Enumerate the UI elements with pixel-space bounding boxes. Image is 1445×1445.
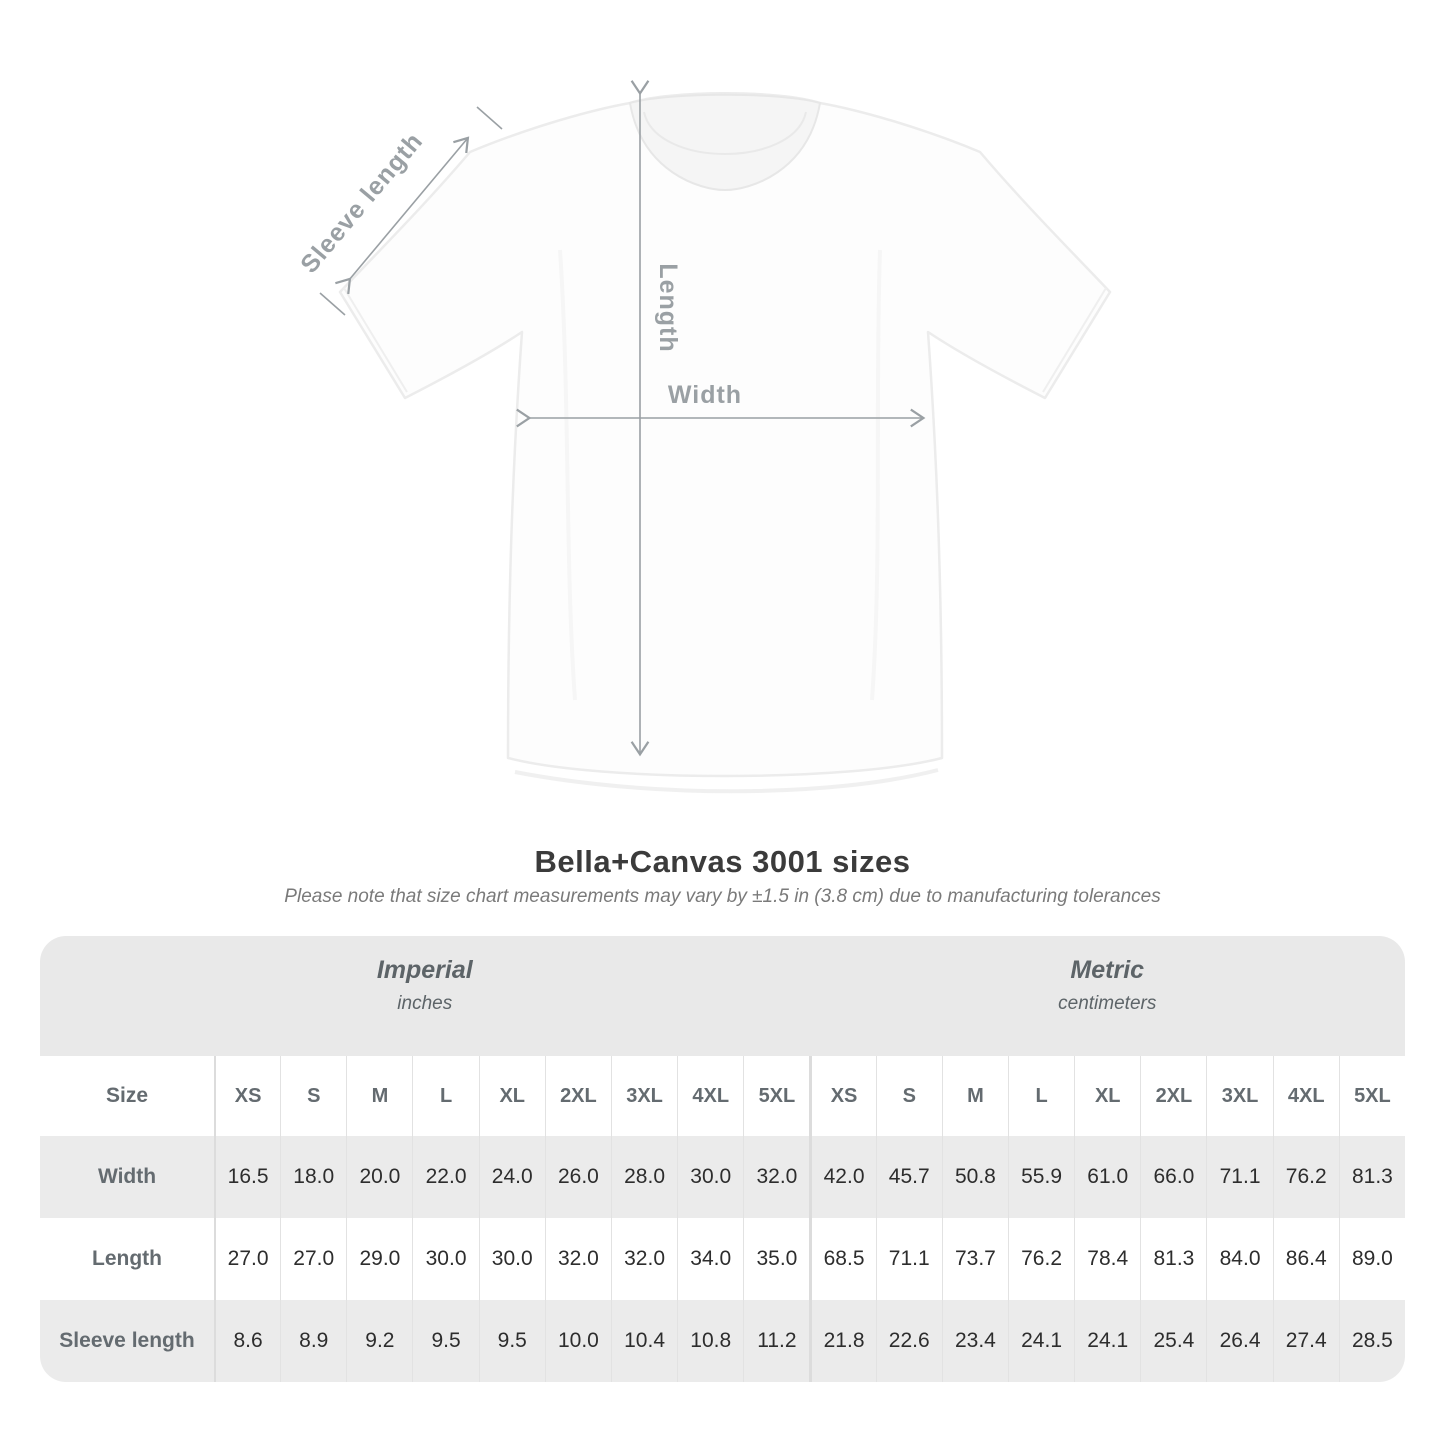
row-width-metric-cell: 50.8 — [941, 1136, 1008, 1218]
size-header-row-imperial-cell: 4XL — [677, 1056, 743, 1136]
row-sleeve-length-imperial-cell: 9.5 — [412, 1300, 478, 1382]
row-length-imperial-cell: 30.0 — [478, 1218, 545, 1300]
row-sleeve-length-label: Sleeve length — [59, 1329, 195, 1352]
sleeve-length-arrow — [319, 106, 503, 316]
imperial-group-unit: inches — [397, 993, 453, 1014]
row-length-imperial-cell: 27.0 — [280, 1218, 346, 1300]
row-length-imperial-cell: 32.0 — [544, 1218, 611, 1300]
row-width-imperial-cell: 30.0 — [677, 1136, 743, 1218]
row-sleeve-length-imperial-cell: 8.6 — [214, 1300, 280, 1382]
size-header-row: Size XS S M L XL 2XL 3XL 4XL 5XL XS S M L XL 2XL 3XL 4XL 5… — [40, 1056, 1405, 1136]
row-width-imperial-cell: 20.0 — [346, 1136, 412, 1218]
row-sleeve-length-metric-cell: 23.4 — [941, 1300, 1008, 1382]
page-title: Bella+Canvas 3001 sizes — [534, 844, 911, 879]
size-header-row-imperial-cell: L — [412, 1056, 478, 1136]
row-sleeve-length-metric-cell: 21.8 — [809, 1300, 875, 1382]
row-width-metric-cell: 61.0 — [1074, 1136, 1140, 1218]
row-length-metric-cell: 89.0 — [1338, 1218, 1405, 1300]
row-length-label: Length — [92, 1247, 162, 1270]
table-rows: Size XS S M L XL 2XL 3XL 4XL 5XL XS S M L XL 2XL 3XL 4XL 5… — [40, 1056, 1405, 1382]
metric-group-name: Metric — [1070, 956, 1145, 984]
row-width-imperial-cell: 16.5 — [214, 1136, 280, 1218]
row-length-imperial-cell: 29.0 — [346, 1218, 412, 1300]
row-sleeve-length: Sleeve length 8.6 8.9 9.2 9.5 9.5 10.0 10.4 10.8… — [40, 1300, 1405, 1382]
row-sleeve-length-metric-cell: 28.5 — [1338, 1300, 1405, 1382]
row-sleeve-length-imperial-cell: 10.4 — [610, 1300, 677, 1382]
size-header-row-metric-cell: XL — [1074, 1056, 1140, 1136]
size-header-row-metric-cell: 5XL — [1338, 1056, 1405, 1136]
row-length-metric-cell: 68.5 — [809, 1218, 875, 1300]
row-width: Width 16.5 18.0 20.0 22.0 24.0 26.0 28.0 30.0 32.… — [40, 1136, 1405, 1218]
row-width-metric-cell: 81.3 — [1338, 1136, 1405, 1218]
row-sleeve-length-metric-cell: 24.1 — [1074, 1300, 1140, 1382]
row-length-metric-cell: 84.0 — [1206, 1218, 1272, 1300]
metric-group-header: Metric centimeters — [810, 936, 1406, 1056]
row-sleeve-length-imperial-cell: 10.0 — [544, 1300, 611, 1382]
imperial-group-header: Imperial inches — [40, 936, 810, 1056]
row-sleeve-length-imperial-cell: 11.2 — [743, 1300, 809, 1382]
size-header-row-metric-cell: 2XL — [1140, 1056, 1206, 1136]
row-sleeve-length-metric-cell: 27.4 — [1272, 1300, 1339, 1382]
row-length-metric-cell: 71.1 — [875, 1218, 942, 1300]
row-width-metric-cell: 76.2 — [1272, 1136, 1339, 1218]
tshirt-graphic — [338, 92, 1112, 794]
unit-band: Imperial inches Metric centimeters — [40, 936, 1405, 1056]
row-length-metric-cell: 78.4 — [1074, 1218, 1140, 1300]
page-subtitle: Please note that size chart measurements… — [284, 886, 1161, 907]
size-header-row-metric-cell: M — [941, 1056, 1008, 1136]
row-sleeve-length-imperial-cell: 10.8 — [677, 1300, 743, 1382]
row-width-metric-cell: 55.9 — [1007, 1136, 1074, 1218]
row-length-imperial-cell: 27.0 — [214, 1218, 280, 1300]
size-header-row-metric-cell: 3XL — [1206, 1056, 1272, 1136]
row-length-metric-cell: 76.2 — [1007, 1218, 1074, 1300]
row-width-metric-cell: 71.1 — [1206, 1136, 1272, 1218]
row-width-label: Width — [97, 1165, 157, 1188]
row-length-metric-cell: 86.4 — [1272, 1218, 1339, 1300]
row-length-metric-cell: 73.7 — [941, 1218, 1008, 1300]
row-length-imperial-cell: 35.0 — [743, 1218, 809, 1300]
size-header-row-label: Size — [105, 1084, 149, 1107]
row-sleeve-length-imperial-cell: 8.9 — [280, 1300, 346, 1382]
row-sleeve-length-metric-cell: 24.1 — [1007, 1300, 1074, 1382]
row-sleeve-length-imperial-cell: 9.5 — [478, 1300, 545, 1382]
row-sleeve-length-metric-cell: 26.4 — [1206, 1300, 1272, 1382]
row-width-imperial-cell: 26.0 — [544, 1136, 611, 1218]
row-sleeve-length-metric-cell: 25.4 — [1140, 1300, 1206, 1382]
metric-group-unit: centimeters — [1058, 993, 1157, 1014]
row-width-metric-cell: 45.7 — [875, 1136, 942, 1218]
row-width-metric-cell: 42.0 — [809, 1136, 875, 1218]
row-sleeve-length-imperial-cell: 9.2 — [346, 1300, 412, 1382]
size-chart-table: Imperial inches Metric centimeters Size X… — [40, 936, 1405, 1382]
size-header-row-imperial-cell: 2XL — [544, 1056, 611, 1136]
size-header-row-metric-cell: S — [875, 1056, 942, 1136]
size-header-row-metric-cell: L — [1007, 1056, 1074, 1136]
row-width-imperial-cell: 24.0 — [478, 1136, 545, 1218]
size-header-row-imperial-cell: M — [346, 1056, 412, 1136]
row-width-imperial-cell: 18.0 — [280, 1136, 346, 1218]
size-header-row-metric-cell: 4XL — [1272, 1056, 1339, 1136]
row-sleeve-length-metric-cell: 22.6 — [875, 1300, 942, 1382]
size-header-row-metric-cell: XS — [809, 1056, 875, 1136]
row-length-imperial-cell: 32.0 — [610, 1218, 677, 1300]
row-width-imperial-cell: 22.0 — [412, 1136, 478, 1218]
length-label: Length — [654, 263, 682, 352]
size-header-row-imperial-cell: 3XL — [610, 1056, 677, 1136]
row-length-metric-cell: 81.3 — [1140, 1218, 1206, 1300]
size-header-row-imperial-cell: 5XL — [743, 1056, 809, 1136]
imperial-group-name: Imperial — [376, 956, 473, 984]
row-length-imperial-cell: 34.0 — [677, 1218, 743, 1300]
row-width-imperial-cell: 32.0 — [743, 1136, 809, 1218]
width-label: Width — [668, 381, 742, 409]
row-length: Length 27.0 27.0 29.0 30.0 30.0 32.0 32.0 34.0 35… — [40, 1218, 1405, 1300]
tshirt-measurement-diagram: Length Width Sleeve length — [295, 80, 1112, 794]
size-header-row-imperial-cell: XS — [214, 1056, 280, 1136]
size-header-row-imperial-cell: XL — [478, 1056, 545, 1136]
size-header-row-imperial-cell: S — [280, 1056, 346, 1136]
row-length-imperial-cell: 30.0 — [412, 1218, 478, 1300]
row-width-metric-cell: 66.0 — [1140, 1136, 1206, 1218]
row-width-imperial-cell: 28.0 — [610, 1136, 677, 1218]
